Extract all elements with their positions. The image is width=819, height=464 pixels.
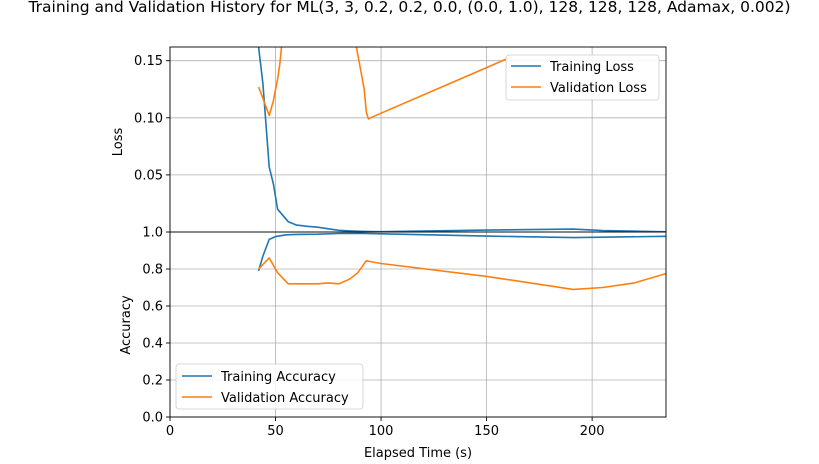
x-tick-label: 200	[580, 424, 605, 439]
legend-validation-accuracy: Validation Accuracy	[221, 391, 349, 406]
loss-legend: Training Loss Validation Loss	[505, 54, 660, 101]
legend-validation-loss: Validation Loss	[550, 81, 647, 96]
series-line-validation-accuracy	[258, 257, 666, 291]
legend-training-loss: Training Loss	[549, 60, 634, 75]
plot-frame	[169, 231, 667, 418]
series-line-training-accuracy	[257, 232, 666, 272]
x-tick-label: 100	[369, 424, 394, 439]
x-tick-label: 50	[267, 424, 284, 439]
loss-y-axis-label: Loss	[111, 128, 126, 157]
legend-training-accuracy: Training Accuracy	[220, 370, 336, 385]
y-tick-label: 0.0	[142, 411, 163, 426]
y-tick-label: 0.8	[142, 263, 163, 278]
y-tick-label: 0.2	[142, 374, 163, 389]
chart-title: Training and Validation History for ML(3…	[27, 0, 790, 16]
y-tick-label: 0.4	[142, 337, 163, 352]
loss-panel: 0.05 0.10 0.15 Loss Training Loss Validati…	[111, 46, 667, 233]
x-tick-label: 0	[166, 424, 174, 439]
accuracy-legend: Training Accuracy Validation Accuracy	[175, 363, 364, 410]
y-tick-label: 0.05	[134, 168, 163, 183]
y-tick-label: 1.0	[142, 226, 163, 241]
series-line-validation-loss	[257, 47, 509, 120]
accuracy-panel: 0.0 0.2 0.4 0.6 0.8 1.0 Accuracy Training Acc…	[119, 226, 667, 426]
x-axis: 0 50 100 150 200	[166, 417, 605, 439]
x-axis-label: Elapsed Time (s)	[364, 446, 472, 460]
accuracy-y-axis-label: Accuracy	[119, 295, 134, 355]
y-tick-label: 0.15	[134, 54, 163, 69]
y-tick-label: 0.10	[134, 111, 163, 126]
y-tick-label: 0.6	[142, 300, 163, 315]
x-tick-label: 150	[474, 424, 499, 439]
series-line-training-loss	[257, 47, 666, 232]
